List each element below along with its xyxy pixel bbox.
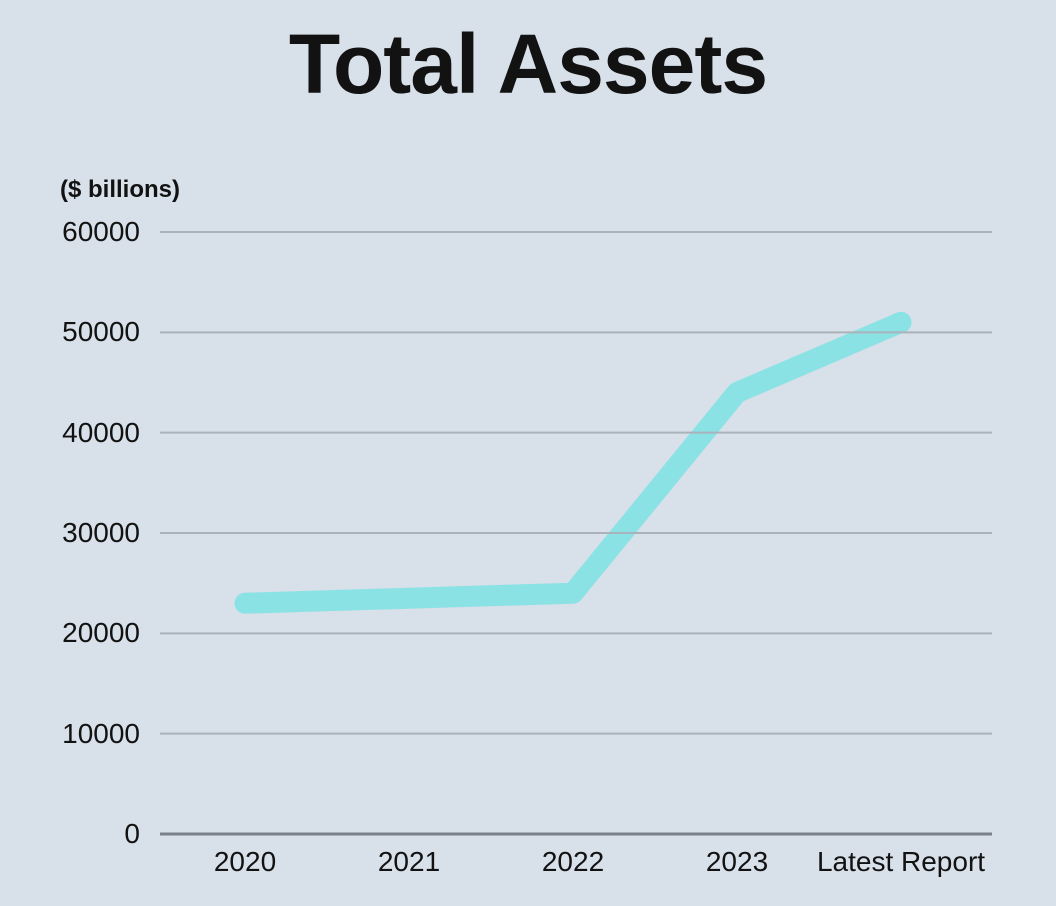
x-tick-label: Latest Report [816,846,986,877]
x-tick-label: 2022 [541,846,605,877]
y-tick-label: 40000 [62,416,140,448]
y-tick-label: 20000 [62,617,140,649]
y-tick-label: 30000 [62,517,140,548]
x-tick-label: 2021 [377,846,441,877]
y-tick-label: 60000 [62,216,140,247]
y-tick-label: 50000 [62,316,140,348]
y-axis-unit-label: ($ billions) [60,176,180,203]
chart-title: Total Assets [288,17,768,111]
x-tick-label: 2020 [213,846,277,877]
y-tick-label: 0 [124,818,140,849]
data-line [234,311,912,614]
x-tick-label: 2023 [705,846,769,877]
y-tick-label: 10000 [62,717,140,749]
